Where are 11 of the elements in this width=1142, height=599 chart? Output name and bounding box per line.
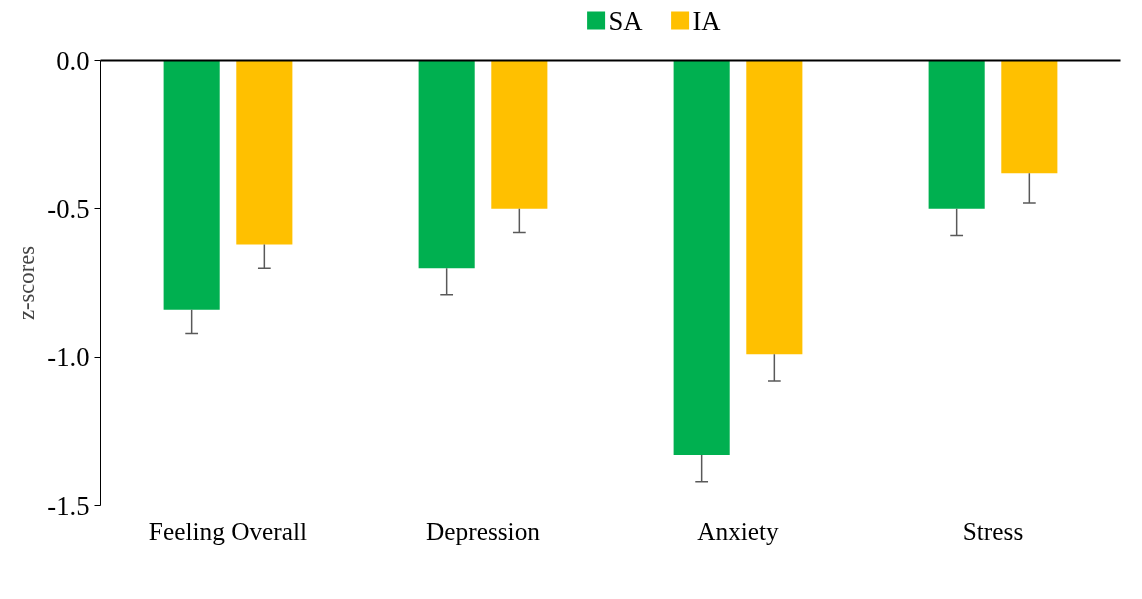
y-tick-label: -1.0 xyxy=(47,342,90,373)
y-tick-label: -0.5 xyxy=(47,193,90,224)
legend-label: IA xyxy=(692,5,722,36)
x-tick-label: Feeling Overall xyxy=(148,516,308,545)
legend-label: SA xyxy=(608,5,644,36)
y-tick-label: -1.5 xyxy=(47,490,90,521)
x-tick-label: Stress xyxy=(962,516,1024,545)
y-tick-label: 0.0 xyxy=(56,45,90,76)
x-tick-label: Anxiety xyxy=(697,516,780,545)
x-tick-label: Depression xyxy=(426,516,541,545)
y-axis-title: z-scores xyxy=(14,245,40,321)
